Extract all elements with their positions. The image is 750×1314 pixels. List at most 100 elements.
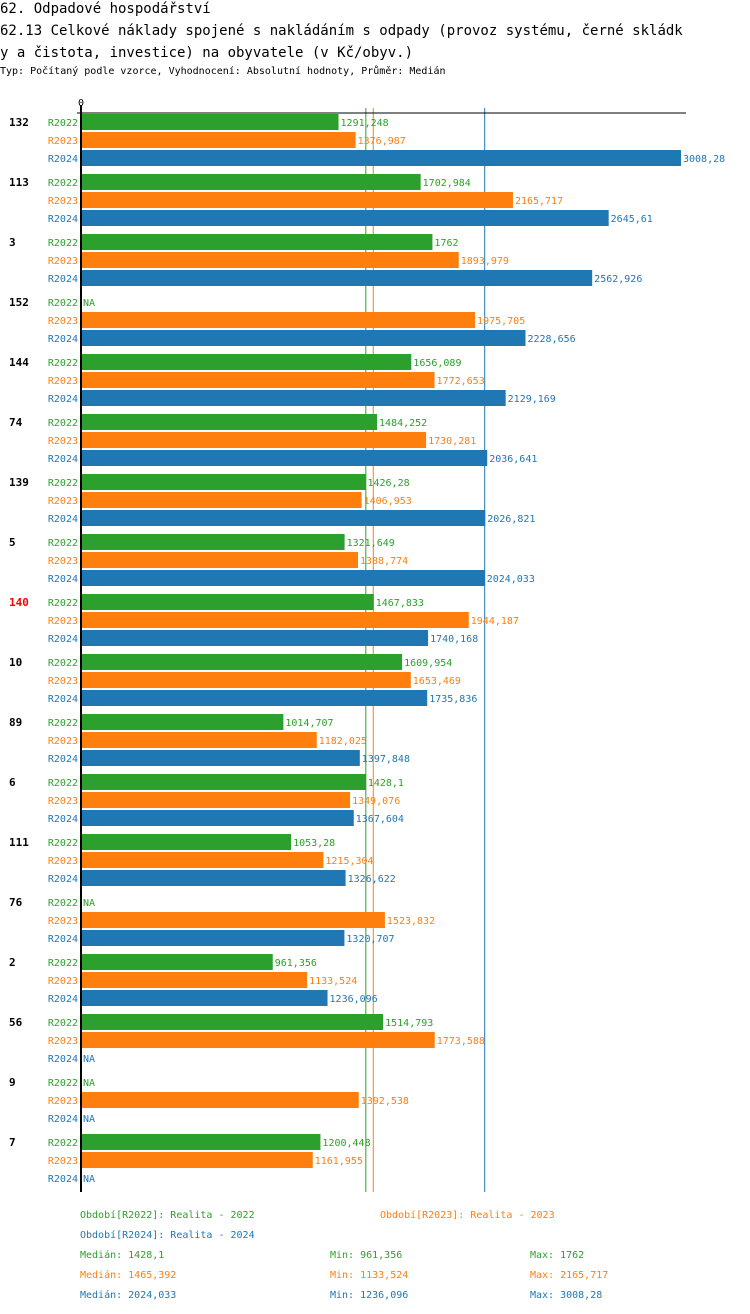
bar-r2023: [81, 912, 385, 928]
bar-r2024: [81, 450, 488, 466]
category-label: 56: [9, 1016, 23, 1029]
series-label: R2023: [48, 976, 78, 987]
series-label: R2023: [48, 316, 78, 327]
category-label: 140: [9, 596, 29, 609]
data-label: 1014,707: [285, 718, 333, 729]
bar-r2024: [81, 630, 429, 646]
data-label: 1428,1: [368, 778, 404, 789]
series-label: R2024: [48, 934, 78, 945]
series-label: R2024: [48, 1174, 78, 1185]
data-label: 1975,705: [477, 316, 525, 327]
data-label: 1523,832: [387, 916, 435, 927]
category-label: 132: [9, 116, 29, 129]
data-label: 1893,979: [461, 256, 509, 267]
bar-r2022: [81, 1134, 321, 1150]
series-label: R2024: [48, 214, 78, 225]
bar-r2022: [81, 774, 366, 790]
series-label: R2023: [48, 136, 78, 147]
category-label: 6: [9, 776, 16, 789]
data-label: 2026,821: [487, 514, 535, 525]
category-label: 76: [9, 896, 23, 909]
bar-r2023: [81, 492, 362, 508]
data-label: 1133,524: [309, 976, 357, 987]
x-tick-label: 0: [78, 98, 84, 109]
bar-r2022: [81, 174, 421, 190]
series-label: R2024: [48, 874, 78, 885]
series-label: R2024: [48, 574, 78, 585]
data-label: 1609,954: [404, 658, 452, 669]
series-label: R2023: [48, 1156, 78, 1167]
series-label: R2023: [48, 496, 78, 507]
series-label: R2024: [48, 1114, 78, 1125]
bar-r2023: [81, 1032, 435, 1048]
bar-r2023: [81, 792, 351, 808]
bar-r2024: [81, 990, 328, 1006]
bar-r2023: [81, 672, 411, 688]
bar-r2024: [81, 810, 354, 826]
bar-r2024: [81, 750, 360, 766]
series-label: R2022: [48, 1138, 78, 1149]
stat-max-r2023: Max: 2165,717: [530, 1270, 609, 1281]
category-label: 144: [9, 356, 29, 369]
data-label: 1653,469: [413, 676, 461, 687]
data-label: 1426,28: [367, 478, 409, 489]
category-label: 3: [9, 236, 16, 249]
data-label: 1388,774: [360, 556, 408, 567]
series-label: R2023: [48, 676, 78, 687]
data-label: 1321,649: [347, 538, 395, 549]
series-label: R2024: [48, 454, 78, 465]
stat-min-r2023: Min: 1133,524: [330, 1270, 409, 1281]
series-label: R2022: [48, 898, 78, 909]
data-label: 1200,448: [322, 1138, 370, 1149]
data-label: 1772,653: [437, 376, 485, 387]
bar-r2022: [81, 834, 292, 850]
bar-r2022: [81, 534, 345, 550]
series-label: R2024: [48, 814, 78, 825]
bar-r2023: [81, 372, 435, 388]
data-label: 1182,025: [319, 736, 367, 747]
chart-subtitle: Typ: Počítaný podle vzorce, Vyhodnocení:…: [0, 66, 446, 77]
series-label: R2023: [48, 376, 78, 387]
data-label: 1656,089: [413, 358, 461, 369]
series-label: R2022: [48, 298, 78, 309]
data-label: 1773,588: [437, 1036, 485, 1047]
stat-max-r2024: Max: 3008,28: [530, 1290, 603, 1301]
bar-r2023: [81, 612, 469, 628]
series-label: R2023: [48, 196, 78, 207]
bar-r2023: [81, 552, 358, 568]
bar-r2024: [81, 870, 346, 886]
series-label: R2022: [48, 658, 78, 669]
data-label: 1730,281: [428, 436, 476, 447]
data-label: 1702,984: [423, 178, 471, 189]
data-label: NA: [83, 1174, 95, 1185]
legend-period-r2022: Období[R2022]: Realita - 2022: [80, 1210, 255, 1221]
series-label: R2024: [48, 634, 78, 645]
data-label: 1161,955: [315, 1156, 363, 1167]
series-label: R2024: [48, 994, 78, 1005]
series-label: R2023: [48, 916, 78, 927]
bar-r2022: [81, 414, 378, 430]
data-label: NA: [83, 898, 95, 909]
data-label: NA: [83, 1114, 95, 1125]
data-label: 1367,604: [356, 814, 404, 825]
series-label: R2022: [48, 118, 78, 129]
data-label: 1349,076: [352, 796, 400, 807]
stat-median-r2022: Medián: 1428,1: [80, 1250, 165, 1261]
data-label: 1514,793: [385, 1018, 433, 1029]
data-label: 961,356: [275, 958, 317, 969]
bar-r2024: [81, 330, 526, 346]
series-label: R2024: [48, 514, 78, 525]
series-label: R2022: [48, 958, 78, 969]
data-label: 1376,987: [358, 136, 406, 147]
category-label: 2: [9, 956, 16, 969]
series-label: R2024: [48, 334, 78, 345]
series-label: R2022: [48, 238, 78, 249]
series-label: R2022: [48, 598, 78, 609]
chart-title-line-1: 62.13 Celkové náklady spojené s nakládán…: [0, 23, 683, 39]
data-label: 1467,833: [376, 598, 424, 609]
category-label: 152: [9, 296, 29, 309]
data-label: 1236,096: [330, 994, 378, 1005]
category-label: 111: [9, 836, 29, 849]
series-label: R2022: [48, 418, 78, 429]
bar-r2023: [81, 972, 308, 988]
